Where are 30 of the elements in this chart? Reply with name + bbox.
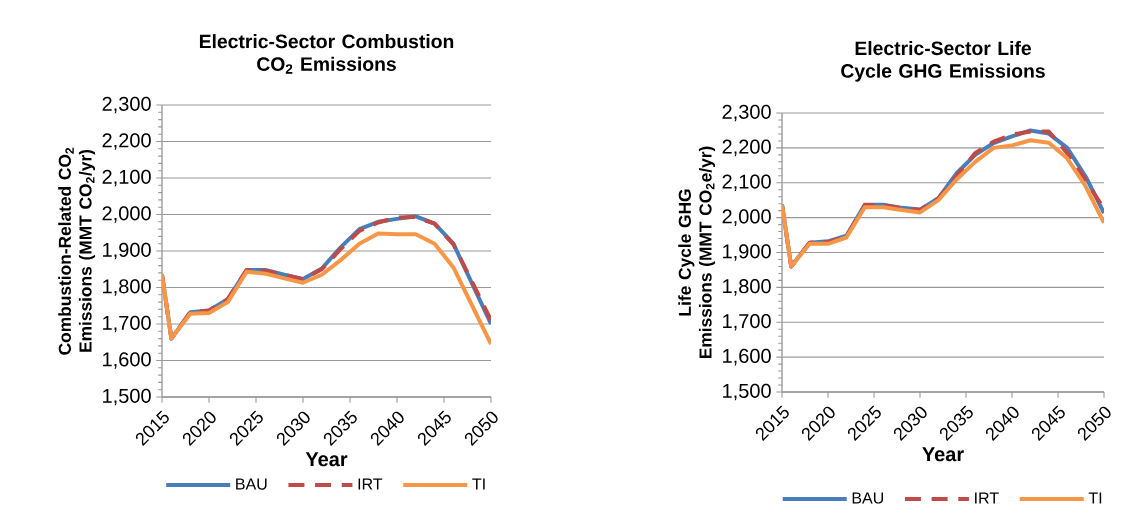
y-tick-label: 1,700	[103, 315, 151, 333]
chart-title: Electric-Sector Combustion CO$_{2}$ Emissions	[199, 34, 454, 74]
y-tick-label: 1,800	[103, 279, 151, 296]
y-tick-label: 2,100	[722, 174, 771, 192]
legend-label: IRT	[975, 492, 999, 504]
y-tick-label: 1,500	[103, 388, 151, 406]
y-tick-label: 2,100	[102, 169, 151, 187]
legend-label: BAU	[852, 492, 884, 504]
chart-title: Electric-Sector Life Cycle GHG Emissions	[841, 40, 1045, 82]
y-tick-label: 1,700	[723, 313, 771, 331]
line-series	[162, 231, 491, 347]
y-tick-label: 2,200	[102, 133, 151, 150]
y-tick-label: 2,300	[102, 96, 151, 114]
legend-label: TI	[472, 478, 485, 490]
y-tick-label: 1,900	[723, 244, 771, 261]
y-tick-label: 1,500	[723, 383, 771, 401]
y-tick-label: 2,300	[722, 104, 771, 122]
y-tick-label: 2,000	[102, 206, 151, 223]
legend-label: IRT	[358, 478, 383, 490]
x-axis-title: Year	[305, 452, 348, 467]
legend-label: BAU	[236, 478, 267, 490]
x-axis-title: Year	[922, 447, 964, 462]
y-axis-title: Life Cycle GHG Emissions (MMT CO$_{2}$e/yr)	[678, 146, 716, 359]
legend-label: TI	[1088, 492, 1102, 504]
y-tick-label: 2,000	[722, 209, 771, 226]
y-tick-label: 1,800	[723, 279, 771, 296]
y-tick-label: 1,600	[103, 352, 151, 369]
y-tick-label: 1,900	[103, 242, 151, 260]
y-tick-label: 1,600	[723, 348, 771, 366]
y-tick-label: 2,200	[722, 139, 771, 157]
